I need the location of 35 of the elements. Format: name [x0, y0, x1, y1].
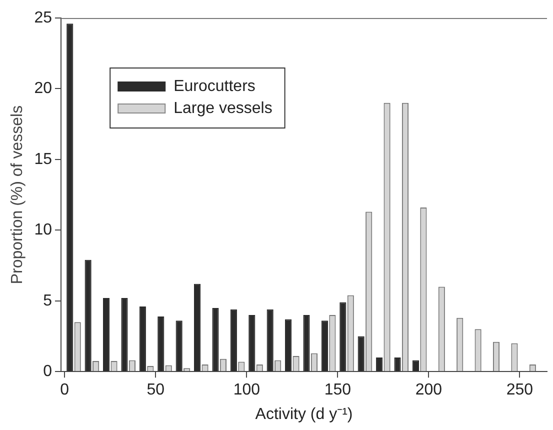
y-axis-title: Proportion (%) of vessels — [9, 105, 26, 284]
bar — [102, 298, 110, 372]
bar — [230, 309, 237, 372]
bar — [285, 319, 292, 372]
x-tick-label: 0 — [60, 382, 70, 399]
bar — [66, 24, 74, 372]
bar — [394, 357, 401, 372]
y-tick-label: 0 — [43, 363, 52, 380]
bar — [358, 336, 364, 372]
legend-label: Eurocutters — [174, 78, 256, 95]
y-tick-label: 10 — [34, 222, 52, 239]
bar — [266, 309, 274, 372]
bar — [176, 320, 182, 372]
x-tick-label: 250 — [506, 382, 534, 399]
bar — [212, 308, 219, 372]
bar — [139, 306, 146, 372]
bar — [194, 284, 201, 372]
bar — [340, 302, 346, 372]
x-tick-label: 50 — [146, 382, 165, 399]
y-tick-label: 25 — [34, 9, 52, 26]
x-tick-label: 150 — [324, 382, 352, 399]
y-tick-label: 5 — [43, 292, 52, 310]
x-tick-label: 100 — [233, 382, 260, 399]
x-tick-label: 200 — [415, 382, 442, 399]
bar — [303, 315, 310, 372]
bar — [321, 320, 328, 372]
bar — [248, 315, 256, 372]
bar — [376, 357, 383, 372]
bar — [84, 260, 92, 372]
y-tick-label: 15 — [34, 150, 52, 168]
y-tick-label: 20 — [34, 80, 52, 98]
legend-label: Large vessels — [174, 100, 272, 117]
bar — [158, 316, 164, 372]
bar — [121, 298, 128, 372]
x-axis-title: Activity (d y⁻¹) — [255, 406, 353, 423]
